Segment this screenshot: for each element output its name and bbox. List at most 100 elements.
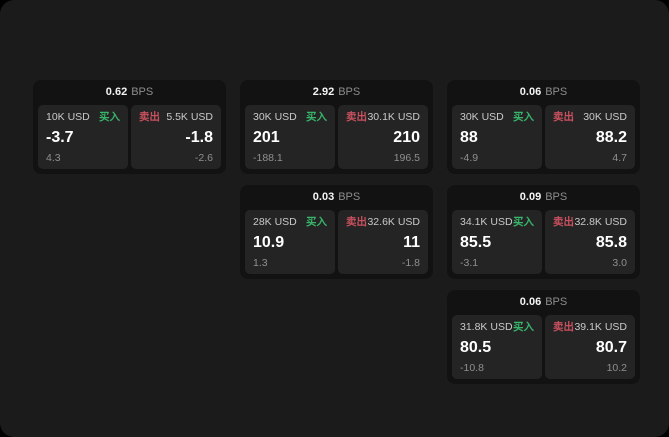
buy-quote-panel[interactable]: 10K USD 买入 -3.7 4.3 [38,105,128,169]
sell-quote-panel[interactable]: 卖出 30.1K USD 210 196.5 [338,105,428,169]
buy-price: 80.5 [460,338,492,356]
sell-delta: -2.6 [194,151,213,164]
buy-quote-panel[interactable]: 31.8K USD 买入 80.5 -10.8 [452,315,542,379]
sell-delta: 10.2 [606,361,627,374]
bps-value: 0.06 [519,86,542,98]
sell-delta: 196.5 [393,151,420,164]
sell-price: 80.7 [595,338,627,356]
bps-unit: BPS [131,86,154,98]
quote-panels: 28K USD 买入 10.9 1.3 卖出 32.6K USD 11 -1.8 [240,210,433,279]
buy-amount: 30K USD [460,111,504,123]
buy-price: 85.5 [460,233,492,251]
buy-amount: 30K USD [253,111,297,123]
buy-top-row: 28K USD 买入 [253,217,327,228]
quote-panels: 30K USD 买入 88 -4.9 卖出 30K USD 88.2 4.7 [447,105,640,174]
sell-amount: 39.1K USD [574,321,627,333]
bps-value: 0.03 [312,191,335,203]
sell-amount: 5.5K USD [166,111,213,123]
bps-value: 2.92 [312,86,335,98]
bps-header: 0.06 BPS [447,80,640,105]
sell-label: 卖出 [553,216,574,228]
sell-quote-panel[interactable]: 卖出 30K USD 88.2 4.7 [545,105,635,169]
buy-label: 买入 [306,111,327,123]
sell-quote-panel[interactable]: 卖出 32.8K USD 85.8 3.0 [545,210,635,274]
buy-amount: 31.8K USD [460,321,513,333]
sell-amount: 30K USD [583,111,627,123]
bps-header: 0.03 BPS [240,185,433,210]
sell-top-row: 卖出 30K USD [553,112,627,123]
buy-top-row: 34.1K USD 买入 [460,217,534,228]
buy-top-row: 31.8K USD 买入 [460,322,534,333]
buy-amount: 34.1K USD [460,216,513,228]
quote-panels: 30K USD 买入 201 -188.1 卖出 30.1K USD 210 1… [240,105,433,174]
sell-amount: 30.1K USD [367,111,420,123]
sell-label: 卖出 [139,111,160,123]
buy-delta: -3.1 [460,256,479,269]
buy-top-row: 30K USD 买入 [460,112,534,123]
bps-unit: BPS [338,191,361,203]
bps-header: 0.09 BPS [447,185,640,210]
buy-quote-panel[interactable]: 30K USD 买入 201 -188.1 [245,105,335,169]
sell-label: 卖出 [346,111,367,123]
sell-delta: 4.7 [612,151,627,164]
buy-label: 买入 [306,216,327,228]
buy-price: 88 [460,128,478,146]
bps-header: 0.62 BPS [33,80,226,105]
quote-grid: 0.62 BPS 10K USD 买入 -3.7 4.3 卖出 5.5K USD… [33,80,640,384]
bps-unit: BPS [545,191,568,203]
sell-price: 88.2 [595,128,627,146]
bps-value: 0.62 [105,86,128,98]
sell-quote-panel[interactable]: 卖出 32.6K USD 11 -1.8 [338,210,428,274]
sell-top-row: 卖出 32.6K USD [346,217,420,228]
buy-top-row: 30K USD 买入 [253,112,327,123]
buy-delta: -10.8 [460,361,484,374]
buy-delta: -188.1 [253,151,283,164]
buy-amount: 10K USD [46,111,90,123]
sell-price: 210 [393,128,420,146]
quote-card: 0.09 BPS 34.1K USD 买入 85.5 -3.1 卖出 32.8K… [447,185,640,279]
sell-price: -1.8 [185,128,213,146]
sell-price: 11 [403,233,420,251]
sell-quote-panel[interactable]: 卖出 5.5K USD -1.8 -2.6 [131,105,221,169]
bps-header: 0.06 BPS [447,290,640,315]
buy-quote-panel[interactable]: 28K USD 买入 10.9 1.3 [245,210,335,274]
buy-delta: 1.3 [253,256,268,269]
quote-panels: 10K USD 买入 -3.7 4.3 卖出 5.5K USD -1.8 -2.… [33,105,226,174]
buy-price: 10.9 [253,233,285,251]
buy-label: 买入 [99,111,120,123]
sell-label: 卖出 [553,111,574,123]
buy-price: 201 [253,128,280,146]
sell-top-row: 卖出 30.1K USD [346,112,420,123]
buy-top-row: 10K USD 买入 [46,112,120,123]
bps-header: 2.92 BPS [240,80,433,105]
bps-unit: BPS [338,86,361,98]
quote-card: 0.03 BPS 28K USD 买入 10.9 1.3 卖出 32.6K US… [240,185,433,279]
bps-unit: BPS [545,86,568,98]
bps-unit: BPS [545,296,568,308]
quote-card: 2.92 BPS 30K USD 买入 201 -188.1 卖出 30.1K … [240,80,433,174]
buy-label: 买入 [513,321,534,333]
sell-delta: 3.0 [612,256,627,269]
buy-label: 买入 [513,216,534,228]
quote-card: 0.62 BPS 10K USD 买入 -3.7 4.3 卖出 5.5K USD… [33,80,226,174]
sell-delta: -1.8 [401,256,420,269]
sell-amount: 32.8K USD [574,216,627,228]
buy-amount: 28K USD [253,216,297,228]
sell-label: 卖出 [553,321,574,333]
quote-card: 0.06 BPS 31.8K USD 买入 80.5 -10.8 卖出 39.1… [447,290,640,384]
sell-quote-panel[interactable]: 卖出 39.1K USD 80.7 10.2 [545,315,635,379]
buy-delta: 4.3 [46,151,61,164]
quote-card: 0.06 BPS 30K USD 买入 88 -4.9 卖出 30K USD 8… [447,80,640,174]
sell-top-row: 卖出 39.1K USD [553,322,627,333]
buy-price: -3.7 [46,128,74,146]
sell-price: 85.8 [595,233,627,251]
bps-value: 0.06 [519,296,542,308]
quote-panels: 31.8K USD 买入 80.5 -10.8 卖出 39.1K USD 80.… [447,315,640,384]
buy-delta: -4.9 [460,151,479,164]
sell-top-row: 卖出 5.5K USD [139,112,213,123]
sell-label: 卖出 [346,216,367,228]
buy-quote-panel[interactable]: 30K USD 买入 88 -4.9 [452,105,542,169]
buy-quote-panel[interactable]: 34.1K USD 买入 85.5 -3.1 [452,210,542,274]
sell-top-row: 卖出 32.8K USD [553,217,627,228]
quote-panels: 34.1K USD 买入 85.5 -3.1 卖出 32.8K USD 85.8… [447,210,640,279]
